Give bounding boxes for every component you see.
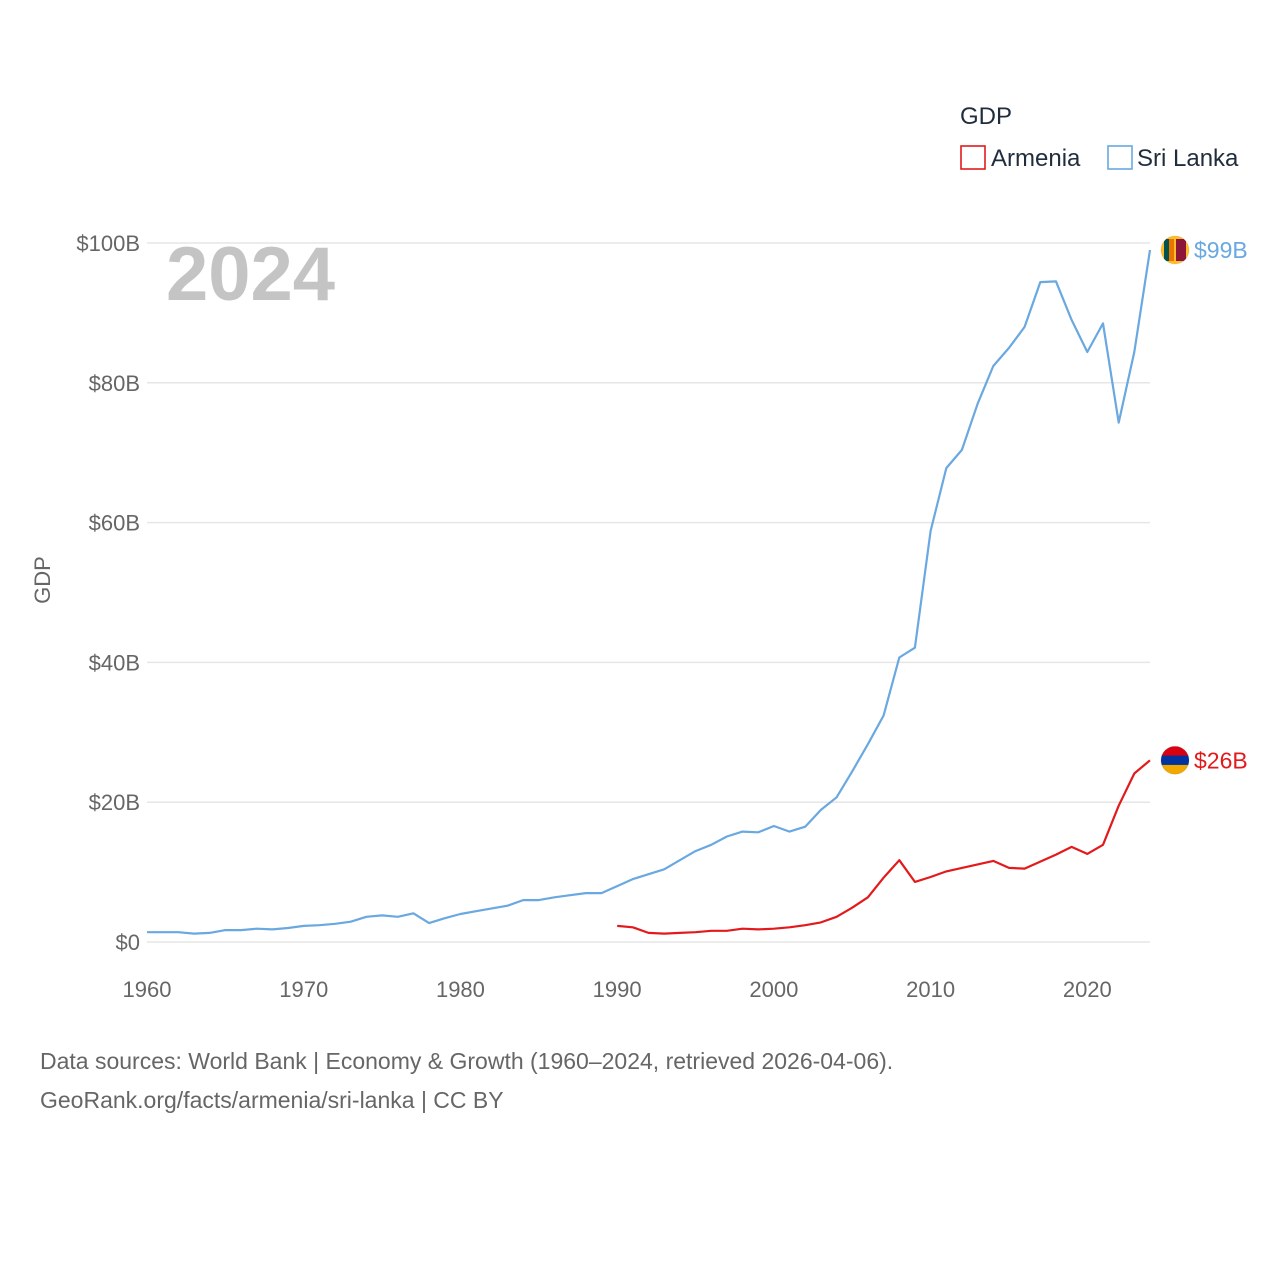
y-tick-label: $40B: [89, 650, 140, 675]
y-tick-label: $60B: [89, 511, 140, 536]
legend: GDP Armenia Sri Lanka: [960, 103, 1239, 172]
footer-sources: Data sources: World Bank | Economy & Gro…: [40, 1048, 894, 1074]
y-tick-label: $0: [116, 930, 140, 955]
x-tick-label: 1970: [279, 977, 328, 1002]
end-markers: $26B $99B: [1160, 235, 1248, 775]
end-label-armenia: $26B: [1194, 747, 1248, 773]
y-tick-label: $80B: [89, 371, 140, 396]
flag-icon-armenia: [1161, 746, 1189, 775]
y-axis-title: GDP: [30, 556, 55, 604]
flag-icon-sri-lanka: [1161, 235, 1189, 264]
end-label-sri-lanka: $99B: [1194, 237, 1248, 263]
legend-title: GDP: [960, 103, 1012, 130]
x-tick-label: 2020: [1063, 977, 1112, 1002]
y-tick-label: $20B: [89, 790, 140, 815]
series-layer: [147, 249, 1152, 935]
legend-swatch-sri-lanka[interactable]: [1107, 145, 1133, 170]
legend-swatch-armenia[interactable]: [960, 145, 986, 170]
y-axis: $0 $20B $40B $60B $80B $100B: [76, 231, 140, 955]
x-tick-label: 1980: [436, 977, 485, 1002]
legend-label-sri-lanka[interactable]: Sri Lanka: [1137, 145, 1239, 172]
x-tick-label: 2010: [906, 977, 955, 1002]
series-line-armenia: [617, 759, 1151, 935]
grid-lines: [147, 242, 1150, 943]
footer: Data sources: World Bank | Economy & Gro…: [40, 1042, 893, 1120]
y-tick-label: $100B: [76, 231, 140, 256]
x-axis: 1960 1970 1980 1990 2000 2010 2020: [123, 977, 1112, 1002]
footer-attribution: GeoRank.org/facts/armenia/sri-lanka | CC…: [40, 1087, 504, 1113]
x-tick-label: 1990: [593, 977, 642, 1002]
x-tick-label: 1960: [123, 977, 172, 1002]
year-label: 2024: [166, 232, 335, 317]
legend-label-armenia[interactable]: Armenia: [991, 145, 1081, 172]
x-tick-label: 2000: [749, 977, 798, 1002]
series-line-sri-lanka: [147, 249, 1152, 935]
